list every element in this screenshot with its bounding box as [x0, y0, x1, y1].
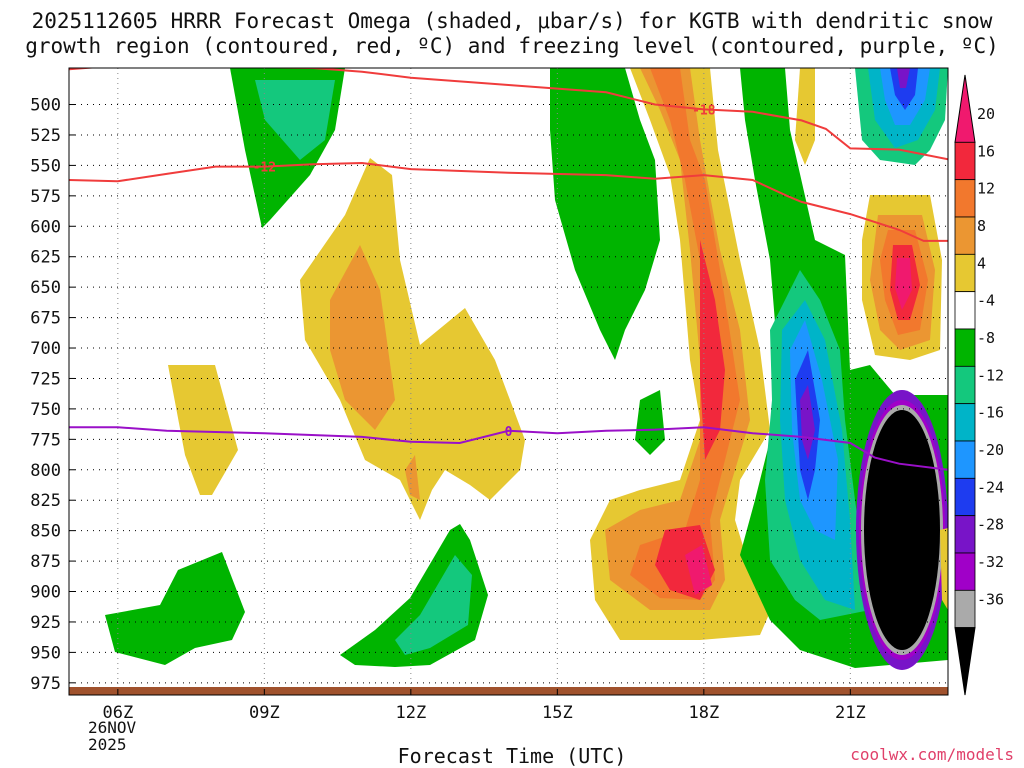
colorbar-swatch [954, 253, 976, 293]
y-tick-label: 575 [30, 187, 61, 207]
colorbar-swatch [954, 179, 976, 218]
x-tick-label: 09Z [249, 703, 280, 723]
colorbar-bottom-arrow [954, 627, 976, 696]
x-axis-label: Forecast Time (UTC) [397, 744, 627, 768]
colorbar-swatch [954, 291, 976, 330]
colorbar-swatch [954, 141, 976, 181]
y-tick-label: 675 [30, 309, 61, 329]
colorbar-swatch [954, 328, 976, 367]
dgz-contour-minus18-label: -18 [692, 103, 716, 118]
colorbar-swatch [954, 552, 976, 591]
dgz-contour-minus12-label: -12 [253, 161, 276, 176]
x-tick-label: 21Z [835, 703, 866, 723]
colorbar: 20 16 12 8 4 -4 -8 -12 -16 -20 -24 -28 -32 -36 [954, 74, 1004, 696]
x-tick-label: 15Z [542, 703, 573, 723]
y-tick-label: 600 [30, 217, 61, 237]
y-tick-label: 525 [30, 126, 61, 146]
x-tick-label: 06Z [102, 703, 133, 723]
y-tick-label: 500 [30, 96, 61, 116]
y-tick-label: 775 [30, 430, 61, 450]
date-line2: 2025 [88, 735, 127, 754]
y-tick-label: 700 [30, 339, 61, 359]
y-tick-label: 950 [30, 643, 61, 663]
y-tick-label: 625 [30, 248, 61, 268]
y-tick-label: 875 [30, 552, 61, 572]
colorbar-label: -8 [977, 329, 995, 347]
x-tick-label: 12Z [395, 703, 426, 723]
colorbar-label: -4 [977, 292, 995, 310]
colorbar-label: -28 [977, 516, 1004, 534]
colorbar-label: -20 [977, 441, 1004, 459]
chart-title-line1: 2025112605 HRRR Forecast Omega (shaded, … [31, 9, 993, 33]
colorbar-swatch [954, 477, 976, 517]
y-tick-label: 975 [30, 674, 61, 694]
y-tick-label: 900 [30, 583, 61, 603]
chart-title-line2: growth region (contoured, red, ºC) and f… [25, 34, 999, 58]
y-tick-label: 550 [30, 156, 61, 176]
colorbar-top-arrow [954, 74, 976, 143]
colorbar-label: 20 [977, 105, 995, 123]
y-tick-label: 850 [30, 522, 61, 542]
y-tick-label: 725 [30, 369, 61, 389]
colorbar-label: 8 [977, 217, 986, 235]
y-tick-label: 925 [30, 613, 61, 633]
freezing-level-contour [69, 426, 948, 471]
y-tick-label: 825 [30, 491, 61, 511]
colorbar-swatch [954, 440, 976, 479]
colorbar-swatch [954, 589, 976, 629]
colorbar-label: -24 [977, 478, 1004, 496]
freezing-level-contour-label: 0 [505, 425, 513, 440]
date-label: 26NOV 2025 [88, 719, 136, 753]
dgz-contour-minus18 [69, 68, 948, 161]
colorbar-swatch [954, 365, 976, 405]
colorbar-label: -36 [977, 590, 1004, 608]
plot-frame [68, 67, 949, 696]
colorbar-swatch [954, 515, 976, 554]
colorbar-swatch [954, 216, 976, 255]
colorbar-label: -16 [977, 404, 1004, 422]
colorbar-label: -32 [977, 553, 1004, 571]
dgz-contour-minus12 [69, 161, 948, 242]
y-tick-label: 650 [30, 278, 61, 298]
omega-shading [105, 68, 948, 670]
colorbar-label: 16 [977, 142, 995, 160]
colorbar-label: 12 [977, 180, 995, 198]
x-tick-label: 18Z [688, 703, 719, 723]
credit-link[interactable]: coolwx.com/models [850, 745, 1014, 764]
colorbar-label: 4 [977, 254, 986, 272]
colorbar-swatch [954, 403, 976, 442]
terrain-band [69, 687, 948, 695]
y-tick-label: 750 [30, 400, 61, 420]
date-line1: 26NOV [88, 718, 137, 737]
y-tick-label: 800 [30, 461, 61, 481]
colorbar-label: -12 [977, 366, 1004, 384]
